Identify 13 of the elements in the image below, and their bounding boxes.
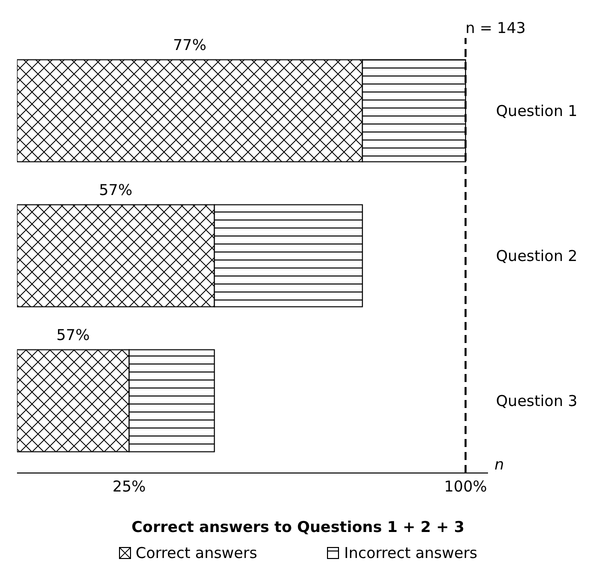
annotation: 57%: [99, 180, 132, 199]
x-tick-label: 100%: [444, 478, 488, 496]
annotation: 77%: [173, 36, 206, 54]
annotation: 57%: [56, 326, 90, 344]
legend-label: Incorrect answers: [343, 544, 478, 562]
text: n = 143: [465, 19, 526, 37]
x-axis-title: n: [494, 456, 504, 474]
y-tick-label: Question 3: [496, 392, 578, 410]
legend-label: Correct answers: [134, 544, 258, 562]
text: Correct answers to Questions 1 + 2 + 3: [130, 518, 466, 536]
y-tick-label: Question 1: [496, 102, 578, 120]
y-tick-label: Question 2: [496, 246, 578, 265]
x-tick-label: 25%: [112, 478, 146, 496]
